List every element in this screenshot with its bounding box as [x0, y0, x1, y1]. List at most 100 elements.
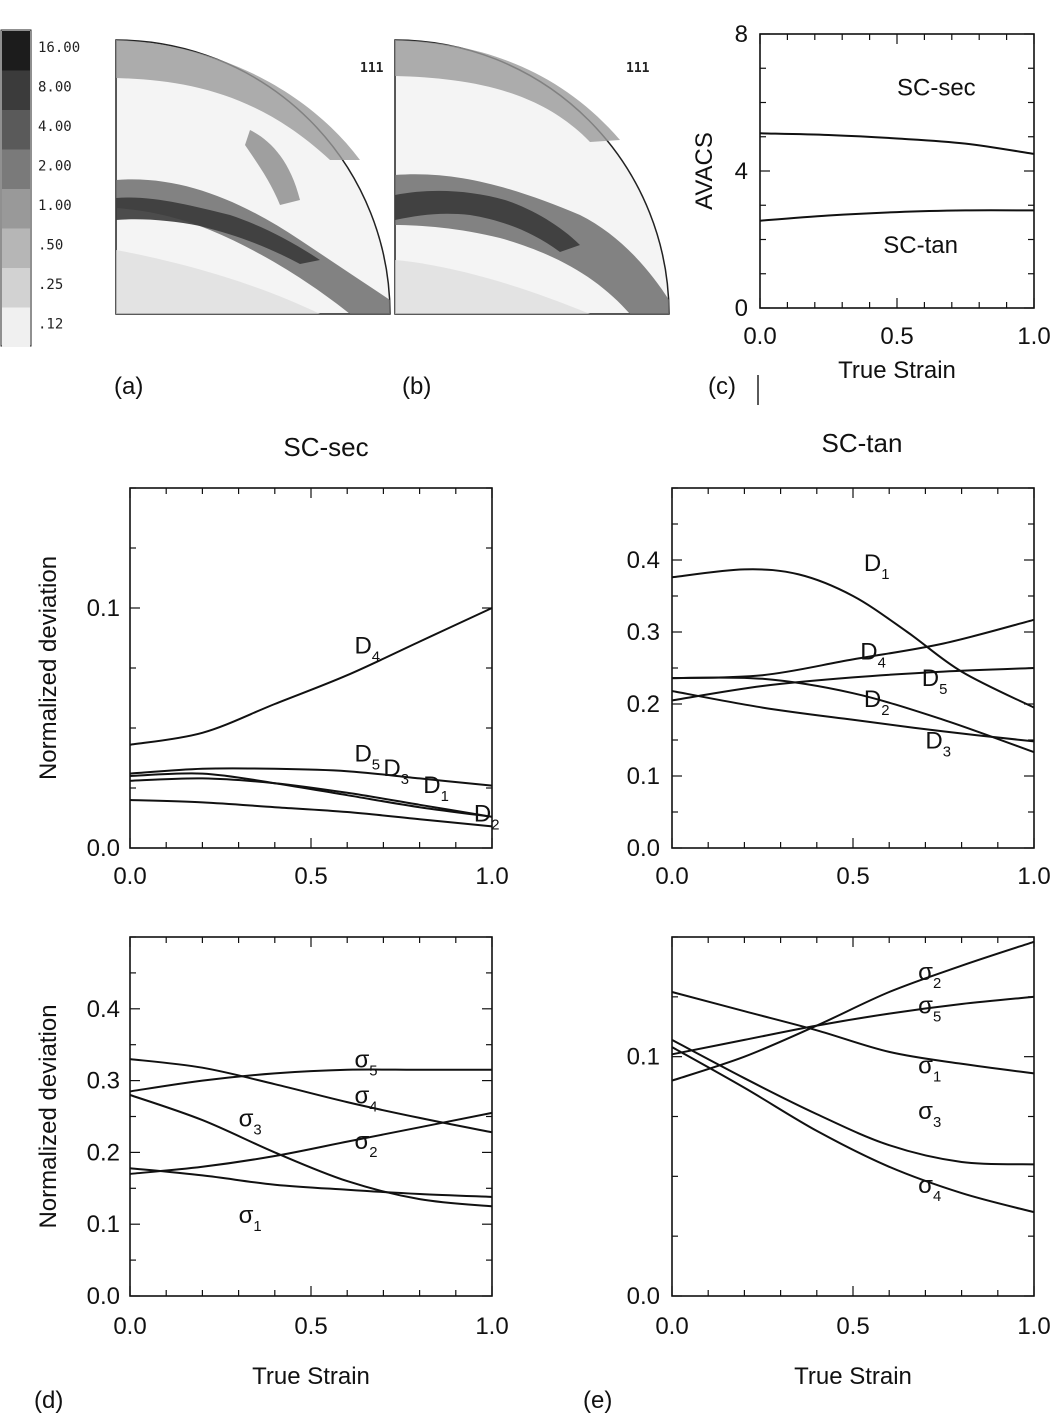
panel-label-a: (a)	[114, 373, 143, 400]
series-line	[129, 1058, 493, 1134]
chart-e-top: 0.0 0.5 1.0 0.0 0.1 0.2 0.3 0.4 D1 D4 D5 D2 D3	[627, 487, 1051, 890]
y-tick-label: 0.4	[87, 996, 120, 1023]
series-label: σ5	[918, 993, 941, 1026]
series-line	[671, 676, 1035, 754]
x-tick-label: 0.5	[294, 1313, 327, 1340]
series-line	[759, 132, 1035, 155]
x-tick-label: 1.0	[475, 1313, 508, 1340]
chart-c: 0.0 0.5 1.0 0 4 8 AVACS True Strain SC-sec SC-tan	[691, 21, 1051, 384]
x-tick-label: 0.5	[836, 1313, 869, 1340]
y-axis-label: AVACS	[691, 132, 718, 210]
series-line	[129, 767, 493, 787]
series-line	[129, 799, 493, 828]
series-label: σ4	[354, 1083, 377, 1116]
y-tick-label: 0.2	[627, 691, 660, 718]
panel-label-e: (e)	[583, 1387, 612, 1414]
series-label: SC-tan	[883, 232, 958, 259]
series-label: D5	[354, 741, 380, 774]
legend-swatch	[2, 307, 30, 347]
x-tick-label: 1.0	[1017, 323, 1050, 350]
x-tick-label: 0.5	[294, 863, 327, 890]
plot-frame	[671, 487, 1035, 849]
series-label: D5	[922, 665, 948, 698]
series-label: σ3	[239, 1106, 262, 1139]
y-tick-label: 0.1	[627, 1044, 660, 1071]
series-label: D3	[925, 728, 951, 761]
series-label: σ2	[918, 959, 941, 992]
x-tick-label: 0.5	[836, 863, 869, 890]
series-label: D3	[383, 755, 409, 788]
legend-value: .50	[38, 238, 63, 254]
pole-figure-a-label: 111	[360, 61, 384, 76]
x-tick-label: 0.0	[113, 1313, 146, 1340]
series-line	[671, 667, 1035, 702]
series-line	[671, 1039, 1035, 1166]
x-tick-label: 0.0	[655, 1313, 688, 1340]
x-tick-label: 1.0	[475, 863, 508, 890]
pole-figure-b-label: 111	[626, 61, 650, 76]
panel-label-c: (c)	[708, 373, 736, 400]
y-tick-label: 8	[735, 21, 748, 48]
series-line	[671, 568, 1035, 709]
x-tick-label: 1.0	[1017, 863, 1050, 890]
y-tick-label: 0.3	[627, 619, 660, 646]
series-line	[129, 777, 493, 818]
series-line	[671, 995, 1035, 1056]
y-tick-label: 0.0	[627, 835, 660, 862]
series-label: σ4	[918, 1172, 941, 1205]
legend-swatch	[2, 268, 30, 308]
series-label: D4	[354, 633, 380, 666]
series-line	[129, 607, 493, 746]
legend-swatch	[2, 189, 30, 229]
y-tick-label: 0.0	[87, 835, 120, 862]
plot-frame	[671, 936, 1035, 1297]
y-tick-label: 4	[735, 158, 748, 185]
x-tick-label: 1.0	[1017, 1313, 1050, 1340]
pole-figure-a: 111	[115, 39, 391, 315]
series-line	[129, 772, 493, 818]
series-line	[129, 1167, 493, 1198]
series-label: σ3	[918, 1098, 941, 1131]
x-axis-label: True Strain	[252, 1363, 370, 1390]
legend-swatch	[2, 110, 30, 150]
series-line	[671, 940, 1035, 1082]
x-tick-label: 0.0	[113, 863, 146, 890]
legend-swatch	[2, 31, 30, 71]
series-label: SC-sec	[897, 75, 976, 102]
x-axis-label: True Strain	[794, 1363, 912, 1390]
y-tick-label: 0.0	[627, 1283, 660, 1310]
y-tick-label: 0.1	[87, 1211, 120, 1238]
legend-value: 4.00	[38, 119, 72, 135]
y-tick-label: 0.1	[87, 595, 120, 622]
series-label: D4	[860, 638, 886, 671]
x-tick-label: 0.5	[880, 323, 913, 350]
series-line	[671, 690, 1035, 743]
series-label: σ1	[918, 1052, 941, 1085]
x-tick-label: 0.0	[743, 323, 776, 350]
legend-swatch	[2, 228, 30, 268]
series-label: D1	[864, 550, 890, 583]
legend-swatch	[2, 70, 30, 110]
series-label: D2	[864, 686, 890, 719]
series-label: σ2	[354, 1128, 377, 1161]
legend-swatch	[2, 149, 30, 189]
series-line	[129, 1111, 493, 1175]
legend-value: 8.00	[38, 80, 72, 96]
chart-d-bottom: 0.0 0.5 1.0 0.0 0.1 0.2 0.3 0.4 Normalized devia…	[35, 936, 509, 1390]
panel-label-b: (b)	[402, 373, 431, 400]
legend-value: .25	[38, 277, 63, 293]
legend-value: 2.00	[38, 159, 72, 175]
legend-scale: 16.00 8.00 4.00 2.00 1.00 .50 .25 .12	[0, 29, 80, 347]
series-line	[129, 1068, 492, 1093]
y-tick-label: 0.2	[87, 1139, 120, 1166]
column-title-tan: SC-tan	[822, 428, 903, 458]
series-line	[671, 991, 1035, 1075]
series-label: σ5	[354, 1047, 377, 1080]
y-axis-label: Normalized deviation	[35, 1004, 62, 1228]
series-label: σ1	[239, 1202, 262, 1235]
y-tick-label: 0	[735, 295, 748, 322]
